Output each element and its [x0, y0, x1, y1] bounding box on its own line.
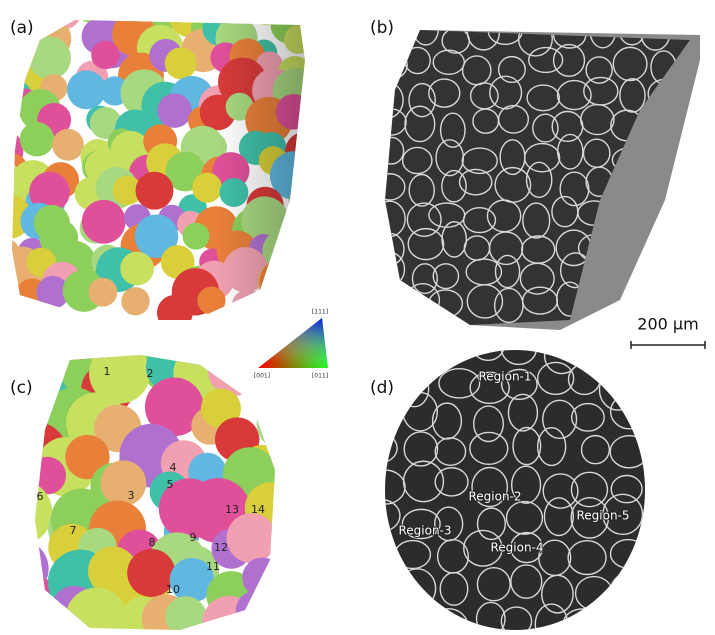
cell-boundary: [601, 333, 635, 365]
grain-number: 7: [70, 524, 77, 537]
grain-number: 8: [149, 536, 156, 549]
panel-a-shade: [12, 20, 305, 320]
region-label: Region-3: [398, 524, 451, 538]
grain: [258, 362, 309, 413]
grain: [257, 395, 313, 451]
grain: [252, 0, 280, 25]
grain-number: 3: [128, 489, 135, 502]
region-label: Region-2: [468, 490, 521, 504]
cell-boundary: [650, 232, 678, 257]
cell-boundary: [610, 604, 647, 635]
scale-bar: [631, 341, 705, 349]
grain-number: 12: [214, 541, 228, 554]
ipf-label: [001]: [254, 373, 270, 380]
region-label: Region-4: [490, 541, 543, 555]
panel-label: (b): [370, 18, 394, 38]
grain: [289, 184, 324, 219]
grain-number: 5: [167, 478, 174, 491]
grain-number: 9: [190, 531, 197, 544]
panel-label: (a): [10, 18, 34, 38]
grain: [208, 345, 259, 396]
grain-number: 13: [225, 503, 239, 516]
region-label: Region-1: [478, 370, 531, 384]
grain: [101, 460, 147, 506]
cell-boundary: [367, 540, 396, 575]
grain: [28, 316, 74, 362]
grain-number: 2: [147, 367, 154, 380]
ipf-triangle-overlay: [258, 318, 328, 368]
grain: [0, 97, 17, 134]
cell-boundary: [375, 286, 408, 318]
ipf-label: [011]: [312, 373, 328, 380]
cell-boundary: [360, 568, 399, 596]
grain-number: 11: [206, 560, 220, 573]
grain: [73, 0, 111, 23]
cell-boundary: [376, 600, 405, 635]
cell-boundary: [643, 256, 678, 289]
cell-boundary: [374, 51, 407, 79]
cell-boundary: [610, 574, 639, 613]
grain: [227, 513, 277, 563]
grain: [288, 203, 323, 238]
grain: [28, 457, 66, 495]
ipf-key: [111] [001] [011]: [254, 309, 328, 380]
cell-boundary: [409, 336, 443, 368]
cell-boundary: [401, 606, 434, 635]
panel-c-image: [0, 307, 312, 635]
cell-boundary: [564, 609, 604, 635]
cell-boundary: [436, 328, 467, 362]
cell-boundary: [371, 394, 400, 429]
grain-number: 4: [170, 461, 177, 474]
grain-number: 10: [166, 583, 180, 596]
cell-boundary: [400, 372, 429, 407]
panel-label: (c): [10, 378, 33, 398]
region-label: Region-5: [576, 509, 629, 523]
grain: [230, 0, 260, 26]
panel-label: (d): [370, 378, 394, 398]
cell-boundary: [372, 338, 410, 368]
grain: [242, 558, 282, 598]
figure: [111] [001] [011] 200 µm (a) (b) (c) (d)…: [0, 0, 715, 635]
grain: [8, 594, 64, 635]
grain-number: 6: [37, 490, 44, 503]
grain: [258, 293, 293, 328]
cell-boundary: [575, 330, 610, 364]
grain: [26, 323, 66, 363]
grain-number: 14: [251, 503, 265, 516]
grain-number: 1: [104, 365, 111, 378]
grain: [0, 540, 49, 598]
grain: [236, 591, 276, 631]
ipf-label: [111]: [312, 309, 328, 316]
scale-bar-label: 200 µm: [637, 315, 698, 334]
